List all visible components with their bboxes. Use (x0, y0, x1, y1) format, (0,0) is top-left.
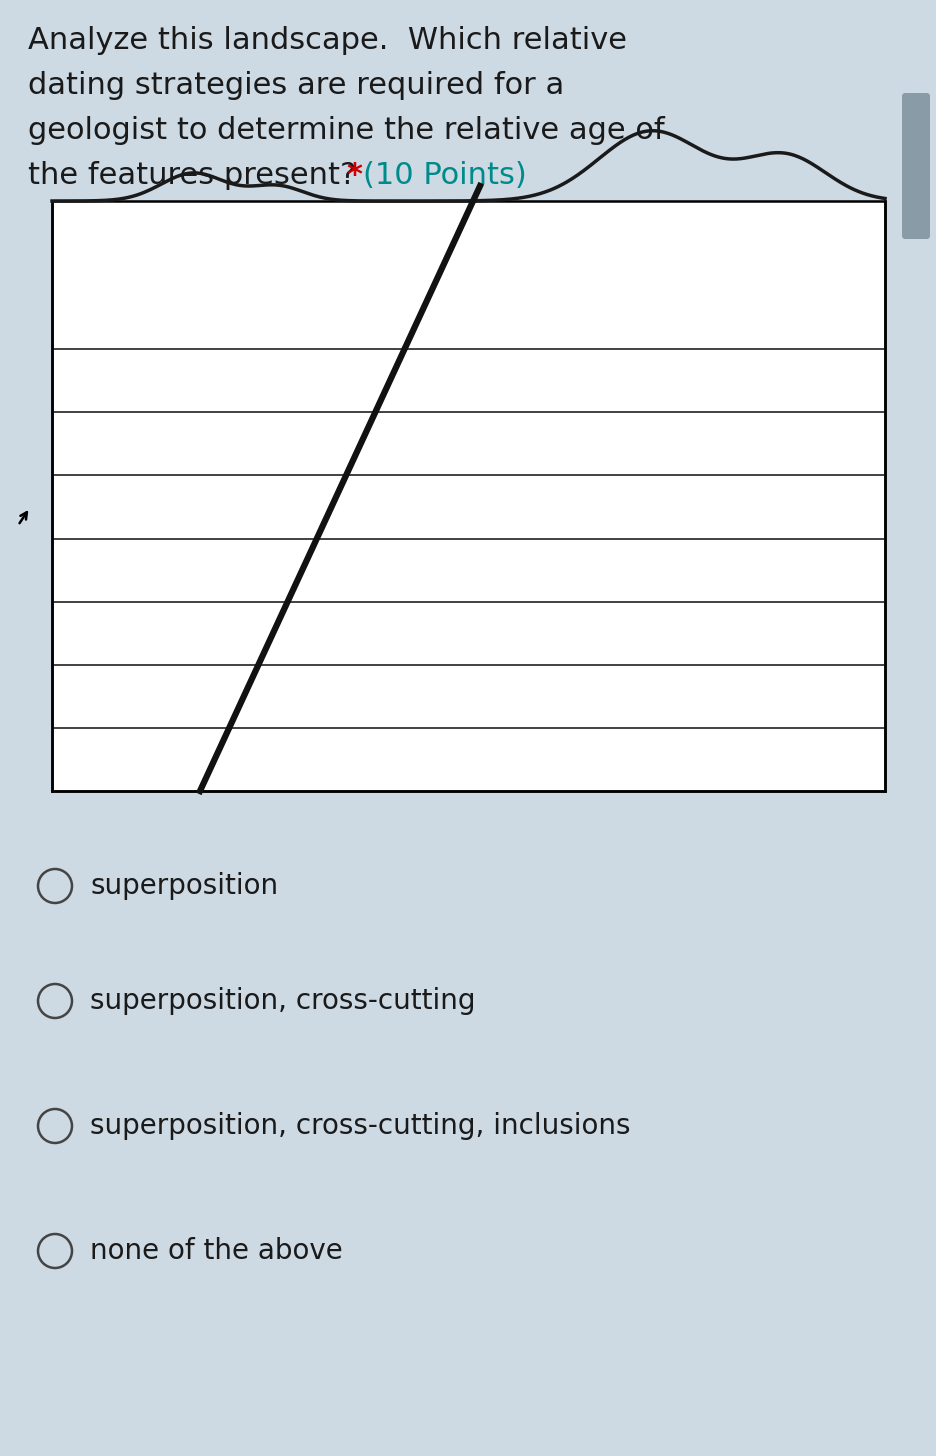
Text: (10 Points): (10 Points) (363, 162, 527, 189)
Text: none of the above: none of the above (90, 1238, 343, 1265)
Text: the features present?: the features present? (28, 162, 357, 189)
Text: superposition, cross-cutting: superposition, cross-cutting (90, 987, 475, 1015)
Text: *: * (346, 162, 362, 189)
FancyBboxPatch shape (902, 93, 930, 239)
Bar (52, 201, 885, 791)
Text: Analyze this landscape.  Which relative: Analyze this landscape. Which relative (28, 26, 627, 55)
Text: superposition, cross-cutting, inclusions: superposition, cross-cutting, inclusions (90, 1112, 631, 1140)
Text: superposition: superposition (90, 872, 278, 900)
Text: geologist to determine the relative age of: geologist to determine the relative age … (28, 116, 665, 146)
Text: dating strategies are required for a: dating strategies are required for a (28, 71, 564, 100)
